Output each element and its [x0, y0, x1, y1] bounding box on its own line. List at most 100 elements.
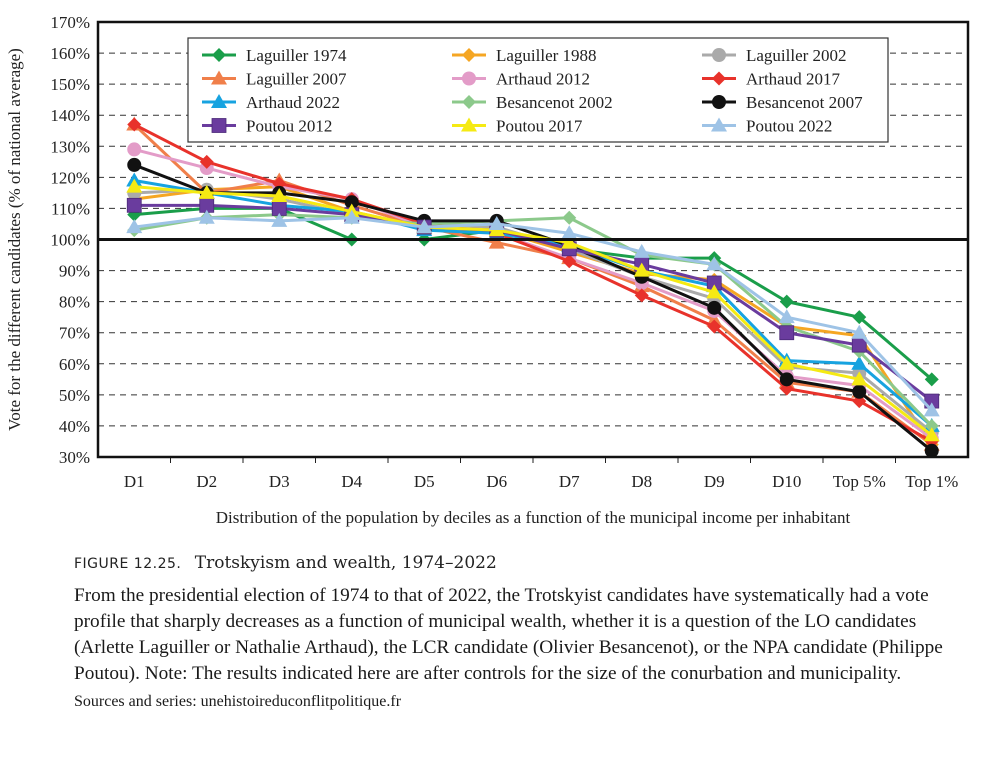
- legend-label: Laguiller 1988: [496, 46, 597, 65]
- x-tick-label: D4: [341, 472, 362, 491]
- legend-item: Besancenot 2002: [452, 93, 613, 112]
- figure-caption: FIGURE 12.25. Trotskyism and wealth, 197…: [74, 553, 954, 711]
- legend-item: Arthaud 2017: [702, 70, 840, 89]
- legend-item: Laguiller 1974: [202, 46, 347, 65]
- data-point: [851, 337, 867, 353]
- y-axis-label: Vote for the different candidates (% of …: [5, 48, 24, 431]
- y-tick-label: 140%: [50, 106, 90, 125]
- legend-item: Arthaud 2022: [202, 93, 340, 112]
- y-tick-label: 170%: [50, 13, 90, 32]
- series-line: [134, 188, 933, 434]
- series-line: [133, 178, 933, 428]
- data-point: [633, 262, 650, 277]
- data-point: [778, 309, 795, 324]
- legend-swatch-marker: [461, 117, 477, 132]
- y-tick-label: 130%: [50, 137, 90, 156]
- legend-item: Besancenot 2007: [702, 93, 863, 112]
- data-point: [198, 209, 215, 224]
- legend-label: Arthaud 2022: [246, 93, 340, 112]
- data-point: [126, 219, 143, 234]
- legend-label: Besancenot 2002: [496, 93, 613, 112]
- series-line: [133, 213, 933, 427]
- plot-frame: [96, 20, 970, 459]
- data-point: [344, 195, 359, 210]
- legend-item: Laguiller 2007: [202, 70, 347, 89]
- series-group: [126, 116, 940, 458]
- data-point: [779, 325, 795, 341]
- data-point: [562, 254, 577, 269]
- data-point: [852, 310, 867, 325]
- legend-label: Laguiller 1974: [246, 46, 347, 65]
- data-point: [707, 319, 722, 334]
- legend-swatch-marker: [712, 71, 726, 86]
- legend-swatch-marker: [462, 48, 476, 62]
- x-axis-label: Distribution of the population by decile…: [215, 508, 851, 527]
- legend-swatch-marker: [462, 71, 476, 86]
- data-point: [924, 418, 939, 433]
- series-poutou-2022: [126, 209, 940, 417]
- series-line: [133, 123, 933, 443]
- legend-swatch-marker: [211, 70, 227, 85]
- data-point: [924, 372, 939, 387]
- series-line: [134, 185, 933, 446]
- series-arthaud-2017: [127, 117, 939, 449]
- data-point: [488, 215, 505, 230]
- legend-item: Poutou 2017: [452, 117, 583, 136]
- series-laguiller-2007: [126, 116, 940, 451]
- data-point: [343, 209, 360, 224]
- data-point: [271, 188, 288, 202]
- legend-swatch-marker: [712, 95, 726, 109]
- legend-swatch-marker: [712, 48, 726, 62]
- legend-label: Besancenot 2007: [746, 93, 863, 112]
- data-point: [633, 243, 650, 258]
- x-tick-label: D6: [486, 472, 507, 491]
- series-line: [133, 163, 933, 452]
- series-line: [134, 185, 933, 437]
- data-point: [126, 197, 142, 213]
- legend-swatch-marker: [211, 94, 227, 108]
- x-tick-label: D9: [704, 472, 725, 491]
- series-line: [133, 123, 933, 446]
- data-point: [127, 142, 142, 157]
- x-tick-label: D5: [414, 472, 435, 491]
- legend: Laguiller 1974 Laguiller 1988 Laguiller 20…: [187, 37, 889, 143]
- y-tick-label: 160%: [50, 44, 90, 63]
- data-point: [562, 210, 577, 225]
- legend-item: Laguiller 2002: [702, 46, 847, 65]
- legend-label: Laguiller 2007: [246, 70, 347, 89]
- x-tick-label: D1: [124, 472, 145, 491]
- y-tick-label: 100%: [50, 231, 90, 250]
- data-point: [561, 234, 578, 249]
- data-point: [707, 300, 722, 315]
- data-point: [923, 427, 940, 442]
- y-tick-label: 40%: [59, 417, 90, 436]
- legend-box: [187, 37, 889, 143]
- legend-label: Arthaud 2017: [746, 70, 840, 89]
- data-point: [923, 402, 940, 417]
- y-tick-label: 30%: [59, 448, 90, 467]
- legend-item: Poutou 2022: [702, 117, 832, 136]
- x-tick-label: D3: [269, 472, 290, 491]
- legend-item: Laguiller 1988: [452, 46, 597, 65]
- series-laguiller-2002: [127, 182, 939, 440]
- data-point: [271, 212, 288, 227]
- legend-label: Poutou 2017: [496, 117, 583, 136]
- figure-source: Sources and series: unehistoireduconflit…: [74, 693, 402, 710]
- x-tick-label: Top 1%: [905, 472, 958, 491]
- y-tick-label: 90%: [59, 262, 90, 281]
- data-point: [924, 443, 939, 458]
- data-point: [127, 157, 142, 172]
- y-tick-label: 70%: [59, 324, 90, 343]
- legend-swatch-marker: [211, 118, 227, 133]
- x-tick-label: D10: [772, 472, 801, 491]
- line-chart: 30% 40% 50% 60% 70% 80% 90% 100% 110% 120% 130% 140…: [5, 13, 970, 491]
- figure-title-line: FIGURE 12.25. Trotskyism and wealth, 197…: [74, 553, 954, 573]
- y-tick-label: 120%: [50, 168, 90, 187]
- x-tick-label: Top 5%: [833, 472, 886, 491]
- data-point: [852, 384, 867, 399]
- legend-label: Poutou 2012: [246, 117, 332, 136]
- data-point: [198, 184, 215, 199]
- data-point: [488, 234, 505, 249]
- data-point: [634, 288, 649, 303]
- legend-item: Poutou 2012: [202, 117, 332, 136]
